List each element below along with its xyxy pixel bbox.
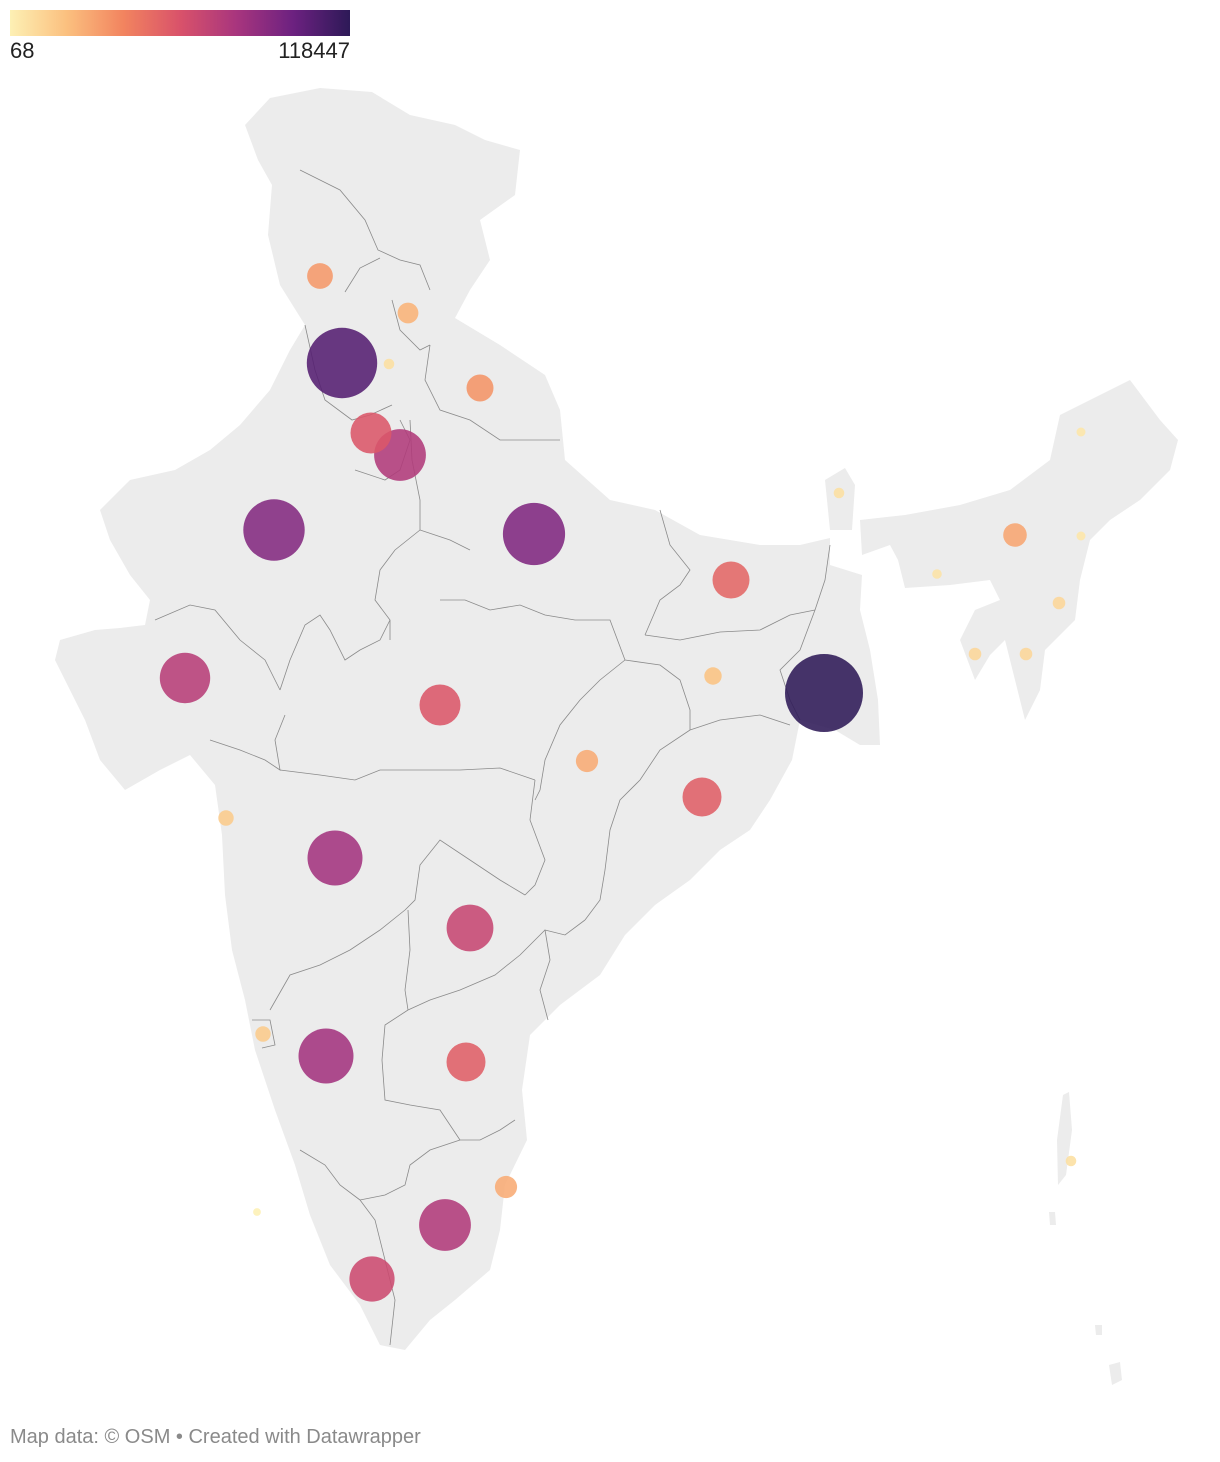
land-layer	[55, 88, 1178, 1385]
marker-rajasthan[interactable]	[243, 499, 305, 561]
color-legend: 68 118447	[10, 10, 350, 66]
sikkim-shape	[825, 468, 855, 530]
border-jk-hp	[299, 169, 431, 291]
marker-mizoram[interactable]	[1019, 647, 1033, 661]
marker-maharashtra[interactable]	[307, 830, 363, 886]
legend-max-label: 118447	[278, 38, 350, 63]
border-mp-chhattisgarh	[534, 659, 626, 801]
marker-tripura[interactable]	[968, 647, 982, 661]
map-data-credit: Map data: © OSM	[10, 1426, 171, 1448]
marker-nagaland[interactable]	[1076, 531, 1086, 541]
border-chhattisgarh-odisha	[584, 729, 691, 921]
marker-jammu-kashmir[interactable]	[307, 263, 333, 289]
marker-andhra-pradesh[interactable]	[446, 1042, 486, 1082]
datawrapper-credit: • Created with Datawrapper	[170, 1426, 421, 1448]
border-up-bihar	[644, 509, 691, 636]
border-telangana-ap	[407, 929, 546, 1011]
marker-kerala[interactable]	[349, 1256, 395, 1302]
border-gujarat-rajasthan	[154, 604, 281, 691]
marker-west-bengal[interactable]	[785, 654, 863, 732]
border-telangana-karnataka	[404, 909, 411, 1011]
border-karnataka-tn	[359, 1139, 461, 1201]
marker-karnataka[interactable]	[298, 1028, 354, 1084]
marker-sikkim[interactable]	[833, 487, 845, 499]
marker-punjab[interactable]	[306, 327, 378, 399]
marker-dadra-nagar-haveli-daman-diu[interactable]	[218, 810, 234, 826]
border-maharashtra-telangana	[404, 839, 526, 911]
marker-gujarat[interactable]	[159, 652, 211, 704]
andaman-islands-shape	[1057, 1092, 1072, 1185]
marker-uttar-pradesh[interactable]	[502, 502, 566, 566]
border-karnataka-ap	[381, 1009, 461, 1141]
marker-haryana[interactable]	[350, 412, 392, 454]
border-hp-uttarakhand	[391, 299, 431, 351]
mainland-shape	[55, 88, 880, 1350]
marker-telangana[interactable]	[446, 904, 494, 952]
marker-assam[interactable]	[1003, 523, 1027, 547]
border-karnataka-kerala	[299, 1149, 361, 1201]
marker-andaman-nicobar[interactable]	[1065, 1155, 1077, 1167]
marker-puducherry[interactable]	[494, 1175, 518, 1199]
marker-odisha[interactable]	[682, 777, 722, 817]
marker-chhattisgarh[interactable]	[575, 749, 599, 773]
border-jharkhand-odisha	[689, 714, 791, 731]
border-up-mp	[440, 599, 626, 661]
legend-min-label: 68	[10, 38, 35, 63]
marker-madhya-pradesh[interactable]	[419, 684, 461, 726]
marker-goa[interactable]	[255, 1026, 271, 1042]
border-bihar-wb	[814, 544, 831, 611]
border-rajasthan-up	[374, 529, 421, 640]
marker-chandigarh[interactable]	[383, 358, 395, 370]
border-bihar-jharkhand	[644, 609, 816, 641]
border-kerala-tn	[359, 1199, 396, 1346]
marker-uttarakhand[interactable]	[466, 374, 494, 402]
border-gujarat-maharashtra	[209, 714, 286, 771]
border-mp-maharashtra	[279, 767, 536, 781]
border-ap-tn	[460, 1119, 516, 1141]
northeast-shape	[860, 380, 1178, 720]
marker-arunachal-pradesh[interactable]	[1076, 427, 1086, 437]
border-goa	[252, 1019, 276, 1049]
border-odisha-ap	[539, 919, 586, 1021]
border-uttarakhand-up	[424, 344, 560, 441]
marker-meghalaya[interactable]	[932, 569, 942, 579]
map-footer: Map data: © OSM • Created with Datawrapp…	[10, 1426, 421, 1449]
marker-bihar[interactable]	[712, 561, 750, 599]
marker-lakshadweep[interactable]	[253, 1208, 261, 1216]
marker-layer	[159, 263, 1086, 1302]
legend-gradient-bar	[10, 10, 350, 36]
border-maharashtra-chhattisgarh	[524, 779, 546, 896]
border-maharashtra-karnataka	[269, 909, 406, 1011]
marker-himachal-pradesh[interactable]	[397, 302, 419, 324]
nicobar-islands-shape	[1049, 1212, 1122, 1385]
border-rajasthan-mp	[279, 614, 391, 691]
border-chhattisgarh-jharkhand	[624, 659, 691, 730]
border-hp-punjab	[344, 257, 381, 293]
marker-manipur[interactable]	[1052, 596, 1066, 610]
marker-jharkhand[interactable]	[704, 667, 722, 685]
marker-tamil-nadu[interactable]	[419, 1199, 471, 1251]
